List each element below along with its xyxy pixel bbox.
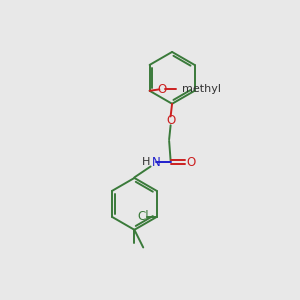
Text: methyl: methyl: [182, 84, 221, 94]
Text: N: N: [152, 156, 160, 169]
Text: Cl: Cl: [137, 210, 149, 223]
Text: O: O: [186, 156, 195, 169]
Text: O: O: [157, 83, 166, 96]
Text: O: O: [166, 114, 175, 127]
Text: H: H: [142, 157, 151, 167]
